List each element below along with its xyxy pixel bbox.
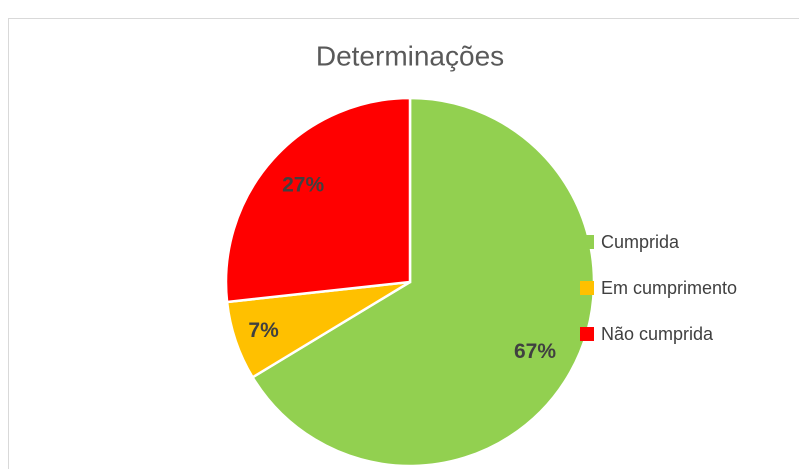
data-label: 67%	[514, 340, 556, 363]
legend-swatch	[580, 281, 594, 295]
legend-label: Não cumprida	[601, 324, 714, 344]
legend-swatch	[580, 235, 594, 249]
legend-label: Cumprida	[601, 232, 680, 252]
data-label: 7%	[248, 319, 279, 342]
data-label: 27%	[282, 174, 324, 197]
legend-swatch	[580, 327, 594, 341]
legend-label: Em cumprimento	[601, 278, 737, 298]
chart-title: Determinações	[316, 40, 504, 71]
